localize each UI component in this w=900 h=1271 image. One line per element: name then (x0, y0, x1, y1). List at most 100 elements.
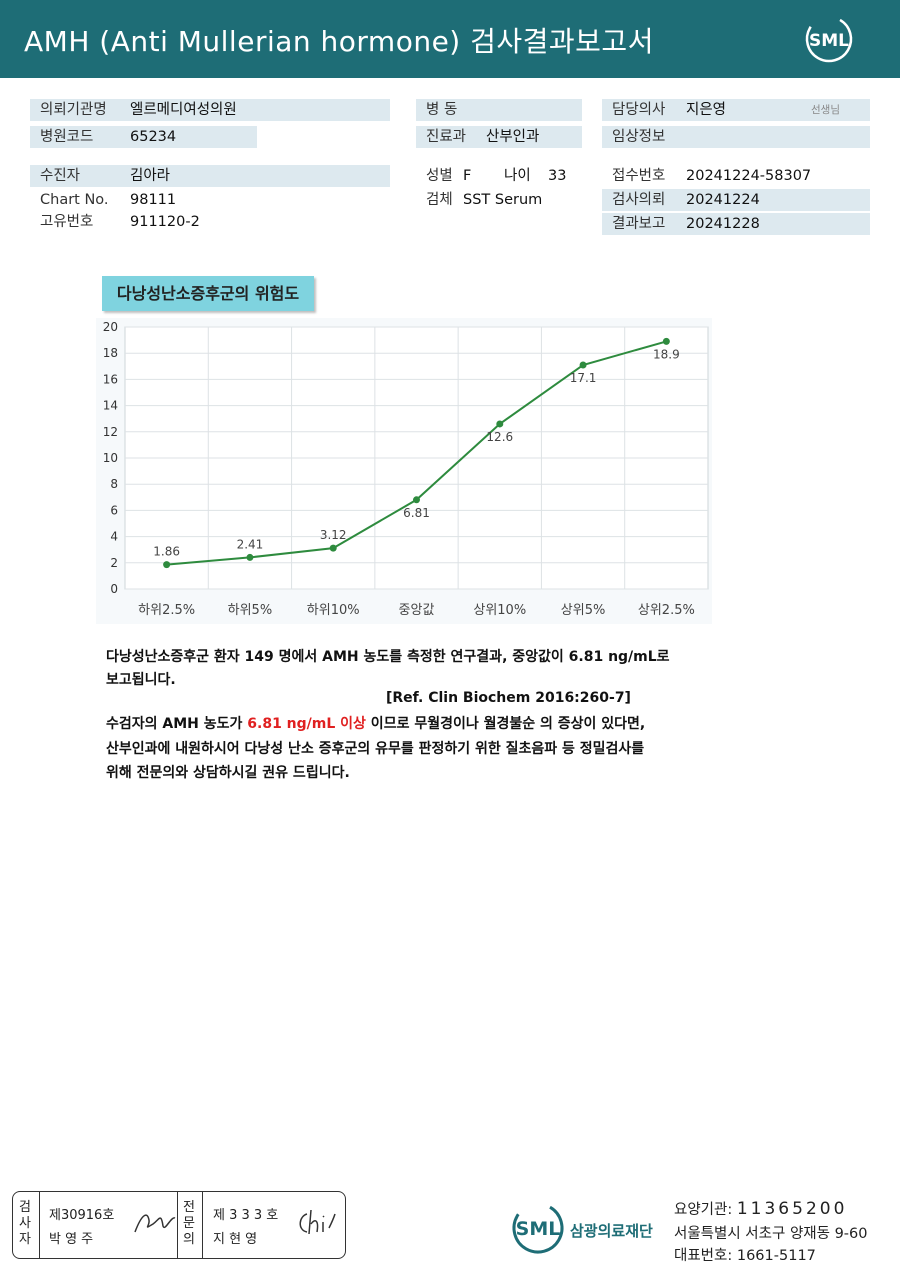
department-value: 산부인과 (486, 129, 540, 145)
inspector-label: 검 사 자 (19, 1200, 31, 1248)
y-tick-label: 20 (103, 320, 118, 334)
specialist-license-no: 제 3 3 3 호 (213, 1208, 279, 1223)
risk-chart: 0 2 4 6 8 10 12 14 16 18 20 하위2.5% 하위5% 하위10% 중앙값 상위10%… (96, 318, 712, 624)
phone-value: 1661-5117 (736, 1248, 816, 1264)
organization-name: 삼광의료재단 (570, 1222, 653, 1240)
specialist-label-char: 의 (183, 1232, 195, 1247)
inspector-signature-icon (134, 1214, 176, 1233)
requesting-org-value: 엘르메디여성의원 (130, 102, 237, 118)
doctor-label: 담당의사 (612, 102, 666, 118)
request-date-value: 20241224 (686, 192, 760, 208)
y-tick-label: 14 (103, 399, 118, 413)
care-code-label: 요양기관: (674, 1202, 733, 1218)
y-tick-label: 12 (103, 425, 118, 439)
phone-row: 대표번호: 1661-5117 (674, 1244, 816, 1265)
specialist-name: 지 현 영 (213, 1232, 258, 1247)
receipt-no-value: 20241224-58307 (686, 168, 812, 184)
x-tick-label: 하위2.5% (138, 603, 195, 618)
data-label: 1.86 (153, 545, 180, 559)
inspector-label-column: 검 사 자 (13, 1192, 40, 1258)
requesting-org-label: 의뢰기관명 (40, 102, 107, 118)
x-tick-label: 하위5% (228, 603, 273, 618)
y-tick-label: 0 (110, 582, 118, 596)
report-date-row: 결과보고 20241228 (602, 213, 870, 235)
data-label: 6.81 (403, 506, 430, 520)
y-tick-label: 8 (110, 477, 118, 491)
doctor-row: 담당의사 지은영 선생님 (602, 99, 870, 121)
specialist-label-char: 전 (183, 1200, 195, 1215)
specimen-row: 검체 SST Serum (416, 189, 582, 211)
y-tick-label: 16 (103, 372, 118, 386)
x-tick-label: 상위5% (561, 603, 606, 618)
care-code-value: 11365200 (736, 1199, 848, 1219)
organization-address: 서울특별시 서초구 양재동 9-60 (674, 1226, 868, 1242)
y-tick-label: 6 (110, 503, 118, 517)
care-code-row: 요양기관: 11365200 (674, 1198, 847, 1219)
ward-label: 병 동 (426, 102, 458, 118)
data-label: 17.1 (570, 371, 597, 385)
department-row: 진료과 산부인과 (416, 126, 582, 148)
request-date-label: 검사의뢰 (612, 192, 666, 208)
report-date-value: 20241228 (686, 216, 760, 232)
request-date-row: 검사의뢰 20241224 (602, 189, 870, 211)
y-tick-label: 4 (110, 530, 118, 544)
description-line-3-pre: 수검자의 AMH 농도가 (106, 716, 248, 732)
data-point (246, 553, 254, 561)
data-label: 18.9 (653, 347, 680, 361)
specialist-signature-icon (299, 1209, 336, 1235)
reference-citation: [Ref. Clin Biochem 2016:260-7] (386, 690, 631, 706)
x-tick-label: 하위10% (307, 603, 360, 618)
y-tick-label: 2 (110, 556, 118, 570)
unique-no-row: 고유번호 911120-2 (30, 211, 390, 233)
risk-chart-svg: 0 2 4 6 8 10 12 14 16 18 20 하위2.5% 하위5% 하위10% 중앙값 상위10%… (103, 320, 709, 618)
sex-label: 성별 (426, 168, 453, 184)
ward-row: 병 동 (416, 99, 582, 121)
hospital-code-label: 병원코드 (40, 129, 94, 145)
clinical-info-label: 임상정보 (612, 129, 666, 145)
report-title: AMH (Anti Mullerian hormone) 검사결과보고서 (24, 25, 654, 58)
inspector-name: 박 영 주 (49, 1232, 94, 1247)
data-point (579, 361, 587, 369)
inspector-label-char: 검 (19, 1200, 31, 1215)
data-point (329, 544, 337, 552)
chart-no-row: Chart No. 98111 (30, 189, 390, 211)
footer-logo-text: SML (516, 1218, 561, 1240)
inspector-label-char: 자 (19, 1232, 31, 1247)
inspector-license-no: 제30916호 (49, 1208, 115, 1223)
sex-value: F (463, 168, 472, 184)
specialist-label: 전 문 의 (183, 1200, 195, 1248)
x-tick-label: 상위2.5% (638, 603, 695, 618)
specialist-label-char: 문 (183, 1216, 195, 1231)
x-tick-label: 상위10% (473, 603, 526, 618)
data-label: 2.41 (237, 537, 264, 551)
specialist-label-column: 전 문 의 (177, 1192, 203, 1258)
sml-logo-icon: SML (805, 15, 853, 63)
report-date-label: 결과보고 (612, 216, 666, 232)
receipt-no-row: 접수번호 20241224-58307 (602, 165, 870, 187)
data-label: 12.6 (486, 430, 513, 444)
description-line-3: 수검자의 AMH 농도가 6.81 ng/mL 이상 이므로 무월경이나 월경불… (106, 713, 645, 733)
age-label: 나이 (504, 168, 531, 184)
age-value: 33 (548, 168, 567, 184)
sml-logo-text: SML (809, 31, 849, 51)
patient-row: 수진자 김아라 (30, 165, 390, 187)
clinical-info-row: 임상정보 (602, 126, 870, 148)
description-line-1: 다낭성난소증후군 환자 149 명에서 AMH 농도를 측정한 연구결과, 중앙… (106, 649, 670, 665)
data-point (413, 496, 420, 504)
chart-no-value: 98111 (130, 192, 177, 208)
description-line-5: 위해 전문의와 상담하시길 권유 드립니다. (106, 765, 350, 781)
hospital-code-row: 병원코드 65234 (30, 126, 257, 148)
threshold-highlight: 6.81 ng/mL 이상 (247, 716, 366, 732)
data-point (163, 561, 171, 569)
x-tick-label: 중앙값 (399, 603, 435, 618)
risk-title: 다낭성난소증후군의 위험도 (102, 276, 314, 311)
inspector-label-char: 사 (19, 1216, 31, 1231)
unique-no-value: 911120-2 (130, 214, 200, 230)
data-point (496, 420, 504, 428)
specimen-value: SST Serum (463, 192, 543, 208)
sex-age-row: 성별 F 나이 33 (416, 165, 582, 187)
description-line-4: 산부인과에 내원하시어 다낭성 난소 증후군의 유무를 판정하기 위한 질초음파… (106, 741, 645, 757)
requesting-org-row: 의뢰기관명 엘르메디여성의원 (30, 99, 390, 121)
y-tick-label: 18 (103, 346, 118, 360)
description-line-2: 보고됩니다. (106, 672, 176, 688)
